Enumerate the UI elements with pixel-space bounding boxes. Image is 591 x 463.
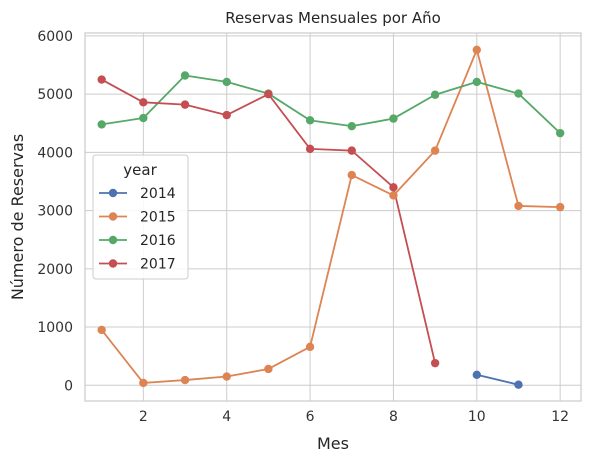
data-point-2016 <box>305 116 315 125</box>
data-point-2016 <box>180 71 190 80</box>
legend-marker-2017 <box>108 259 118 268</box>
x-axis-label: Mes <box>317 434 349 453</box>
data-point-2016 <box>139 113 148 123</box>
data-point-2016 <box>222 77 231 87</box>
data-point-2014 <box>472 370 481 379</box>
legend-label-2014: 2014 <box>140 186 176 202</box>
series-points <box>97 45 565 389</box>
legend-marker-2014 <box>108 188 118 198</box>
series-line-2014 <box>476 373 519 386</box>
y-tick-labels: 0 1000 2000 3000 4000 5000 6000 <box>37 29 73 394</box>
data-point-2015 <box>139 378 148 388</box>
data-point-2017 <box>264 89 273 99</box>
x-tick-label: 12 <box>551 409 569 425</box>
y-tick-label: 4000 <box>37 145 73 161</box>
series-line-2015 <box>100 48 561 384</box>
data-point-2017 <box>139 98 148 107</box>
data-point-2014 <box>514 380 523 389</box>
legend-marker-2015 <box>108 212 118 221</box>
data-point-2015 <box>430 146 440 155</box>
y-tick-label: 2000 <box>37 262 73 278</box>
data-point-2015 <box>347 170 356 180</box>
x-tick-labels: 2 4 6 8 10 12 <box>139 409 569 425</box>
data-point-2015 <box>180 375 190 385</box>
data-point-2017 <box>389 183 398 192</box>
data-point-2015 <box>97 325 106 335</box>
data-point-2015 <box>389 191 398 200</box>
y-tick-label: 0 <box>64 378 73 394</box>
data-point-2016 <box>430 90 440 99</box>
data-point-2017 <box>97 75 106 84</box>
data-point-2015 <box>264 364 273 374</box>
legend-label-2016: 2016 <box>140 233 176 249</box>
data-point-2016 <box>97 120 106 129</box>
x-tick-label: 4 <box>222 409 231 425</box>
data-point-2016 <box>347 121 356 131</box>
data-point-2017 <box>180 100 190 109</box>
series-line-2016 <box>101 74 561 134</box>
y-tick-label: 5000 <box>37 87 73 103</box>
data-point-2016 <box>514 89 523 98</box>
legend: year 2014 2015 2016 2017 <box>92 154 189 280</box>
data-point-2015 <box>472 45 481 55</box>
legend-label-2015: 2015 <box>140 210 176 226</box>
plot-frame <box>84 32 582 402</box>
data-point-2016 <box>555 128 565 138</box>
y-axis-label: Número de Reservas <box>8 134 27 300</box>
x-tick-label: 6 <box>306 409 315 425</box>
data-point-2017 <box>305 144 315 154</box>
x-tick-label: 8 <box>389 409 398 425</box>
x-tick-label: 2 <box>139 409 148 425</box>
legend-items: 2014 2015 2016 2017 <box>99 186 176 273</box>
chart-title: Reservas Mensuales por Año <box>225 9 441 27</box>
x-tick-label: 10 <box>468 409 486 425</box>
legend-box <box>92 154 189 280</box>
data-point-2015 <box>222 372 231 381</box>
data-point-2015 <box>555 202 565 212</box>
y-tick-label: 1000 <box>37 320 73 336</box>
data-point-2017 <box>222 110 231 120</box>
legend-label-2017: 2017 <box>140 257 176 273</box>
y-tick-label: 3000 <box>37 204 73 220</box>
legend-marker-2016 <box>108 235 118 245</box>
y-tick-label: 6000 <box>37 29 73 45</box>
data-point-2017 <box>430 358 440 368</box>
data-point-2017 <box>347 146 356 155</box>
data-point-2016 <box>472 77 481 87</box>
data-point-2015 <box>305 342 315 352</box>
legend-title: year <box>123 161 157 179</box>
data-point-2016 <box>389 114 398 123</box>
data-point-2015 <box>514 201 523 211</box>
